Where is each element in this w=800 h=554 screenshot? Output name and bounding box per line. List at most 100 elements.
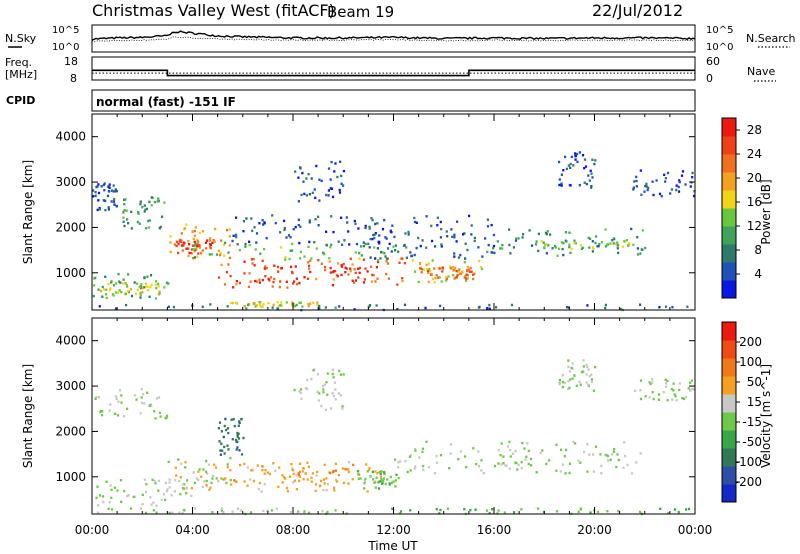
heatmap-cell: [590, 380, 593, 384]
heatmap-cell: [472, 277, 475, 281]
heatmap-cell: [669, 192, 672, 195]
heatmap-cell: [480, 267, 484, 271]
heatmap-cell: [475, 462, 478, 466]
heatmap-cell: [606, 243, 609, 247]
heatmap-cell: [135, 398, 138, 401]
heatmap-cell: [563, 455, 566, 458]
heatmap-cell: [97, 183, 100, 186]
heatmap-cell: [194, 226, 197, 229]
heatmap-cell: [664, 382, 668, 385]
heatmap-cell: [137, 211, 140, 214]
heatmap-cell: [630, 472, 634, 475]
heatmap-cell: [445, 279, 448, 282]
heatmap-cell: [417, 236, 420, 240]
heatmap-cell: [592, 470, 595, 473]
heatmap-cell: [261, 469, 264, 472]
heatmap-cell: [358, 266, 361, 270]
heatmap-cell: [299, 166, 302, 169]
heatmap-cell: [236, 243, 239, 246]
heatmap-cell: [154, 417, 157, 420]
heatmap-cell: [212, 474, 215, 478]
heatmap-cell: [274, 221, 277, 225]
heatmap-cell: [342, 262, 345, 266]
heatmap-cell: [461, 271, 464, 274]
heatmap-cell: [310, 177, 313, 180]
heatmap-cell: [639, 452, 642, 455]
heatmap-cell: [157, 479, 161, 483]
heatmap-cell: [315, 277, 318, 281]
heatmap-cell: [225, 481, 228, 485]
heatmap-cell: [292, 228, 295, 231]
heatmap-cell: [604, 245, 607, 248]
heatmap-cell: [640, 193, 643, 196]
colorbar-segment: [722, 358, 736, 377]
heatmap-cell: [291, 249, 294, 252]
heatmap-cell: [425, 215, 428, 218]
heatmap-cell: [685, 508, 688, 511]
heatmap-cell: [157, 197, 160, 200]
heatmap-cell: [547, 244, 550, 247]
heatmap-cell: [568, 245, 571, 249]
heatmap-cell: [140, 388, 143, 391]
heatmap-cell: [233, 424, 236, 428]
heatmap-cell: [588, 179, 591, 182]
heatmap-cell: [617, 509, 620, 513]
heatmap-cell: [632, 186, 635, 189]
heatmap-cell: [639, 169, 642, 172]
heatmap-cell: [321, 384, 325, 388]
heatmap-cell: [101, 495, 104, 498]
heatmap-cell: [217, 480, 220, 483]
colorbar-tick-label: 12: [747, 219, 762, 233]
heatmap-cell: [209, 486, 212, 490]
heatmap-cell: [366, 270, 369, 273]
heatmap-cell: [114, 291, 118, 294]
heatmap-cell: [571, 362, 574, 365]
heatmap-cell: [425, 263, 428, 267]
heatmap-cell: [680, 174, 684, 177]
heatmap-cell: [143, 210, 146, 213]
heatmap-cell: [295, 283, 299, 286]
heatmap-cell: [496, 240, 499, 243]
heatmap-cell: [234, 480, 237, 483]
colorbar-tick-label: -15: [742, 415, 762, 429]
heatmap-cell: [571, 377, 574, 380]
heatmap-cell: [330, 187, 334, 190]
heatmap-cell: [107, 282, 110, 286]
heatmap-cell: [447, 275, 450, 278]
heatmap-cell: [370, 280, 373, 283]
heatmap-cell: [209, 303, 212, 306]
heatmap-cell: [294, 265, 297, 268]
heatmap-cell: [373, 233, 376, 236]
heatmap-cell: [243, 260, 246, 263]
heatmap-cell: [486, 250, 489, 254]
heatmap-cell: [397, 461, 400, 464]
heatmap-cell: [399, 257, 402, 260]
heatmap-cell: [362, 241, 365, 244]
heatmap-cell: [575, 384, 578, 387]
heatmap-cell: [409, 251, 412, 254]
heatmap-cell: [255, 232, 259, 235]
heatmap-cell: [184, 461, 187, 464]
heatmap-cell: [226, 228, 229, 232]
heatmap-cell: [391, 507, 394, 510]
heatmap-cell: [322, 388, 325, 391]
heatmap-cell: [308, 221, 311, 224]
heatmap-cell: [265, 237, 268, 240]
heatmap-cell: [323, 463, 326, 467]
heatmap-cell: [409, 469, 412, 472]
heatmap-cell: [454, 269, 457, 272]
heatmap-cell: [341, 243, 344, 246]
heatmap-cell: [354, 222, 357, 226]
heatmap-cell: [652, 397, 655, 401]
freq-unit-label: [MHz]: [5, 68, 37, 81]
heatmap-cell: [317, 259, 320, 262]
heatmap-cell: [364, 267, 367, 270]
heatmap-cell: [677, 190, 681, 193]
heatmap-cell: [672, 382, 675, 385]
heatmap-cell: [315, 483, 318, 486]
heatmap-cell: [278, 466, 281, 469]
heatmap-cell: [223, 424, 226, 428]
heatmap-cell: [167, 305, 170, 308]
heatmap-cell: [397, 250, 400, 253]
heatmap-cell: [298, 301, 301, 304]
